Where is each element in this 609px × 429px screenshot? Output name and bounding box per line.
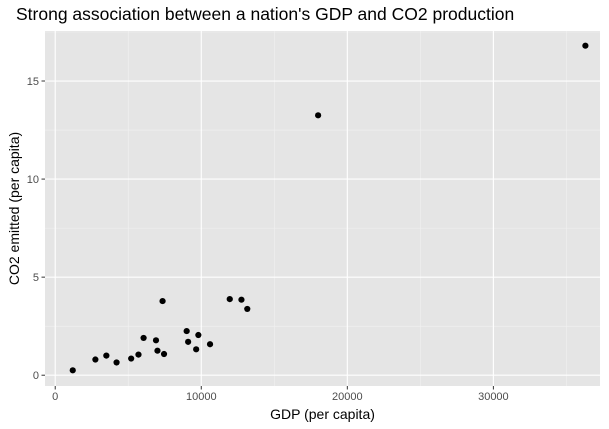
data-point <box>69 367 76 374</box>
minor-gridlines <box>45 31 600 386</box>
y-tick-label: 15 <box>27 76 39 88</box>
y-tick-label: 10 <box>27 174 39 186</box>
y-tick-label: 5 <box>33 272 39 284</box>
x-tick-label: 20000 <box>332 391 363 403</box>
x-tick-label: 0 <box>52 391 58 403</box>
y-axis-title: CO2 emitted (per capita) <box>6 132 22 285</box>
data-point <box>183 327 190 335</box>
data-point <box>582 42 589 49</box>
y-axis-ticks: 0 5 10 15 <box>27 76 45 382</box>
data-point <box>135 351 142 358</box>
x-axis-ticks: 0 10000 20000 30000 <box>52 386 509 403</box>
data-point <box>128 355 135 362</box>
plot-panel <box>45 31 600 386</box>
data-point <box>140 334 147 342</box>
x-axis-title: GDP (per capita) <box>270 406 375 422</box>
data-point <box>206 341 214 348</box>
data-point <box>226 296 233 303</box>
data-points <box>69 42 589 374</box>
x-tick-label: 30000 <box>478 391 509 403</box>
data-point <box>154 347 161 354</box>
chart-title: Strong association between a nation's GD… <box>16 4 514 24</box>
data-point <box>103 352 110 359</box>
data-point <box>185 338 192 345</box>
major-gridlines <box>45 31 600 386</box>
x-tick-label: 10000 <box>186 391 217 403</box>
data-point <box>152 337 160 344</box>
data-point <box>159 297 166 305</box>
data-point <box>315 112 322 119</box>
data-point <box>113 359 120 366</box>
data-point <box>238 296 245 303</box>
data-point <box>193 346 200 353</box>
data-point <box>92 356 99 363</box>
data-point <box>195 331 202 339</box>
y-tick-label: 0 <box>33 370 39 382</box>
data-point <box>160 350 168 358</box>
data-point <box>244 305 251 313</box>
